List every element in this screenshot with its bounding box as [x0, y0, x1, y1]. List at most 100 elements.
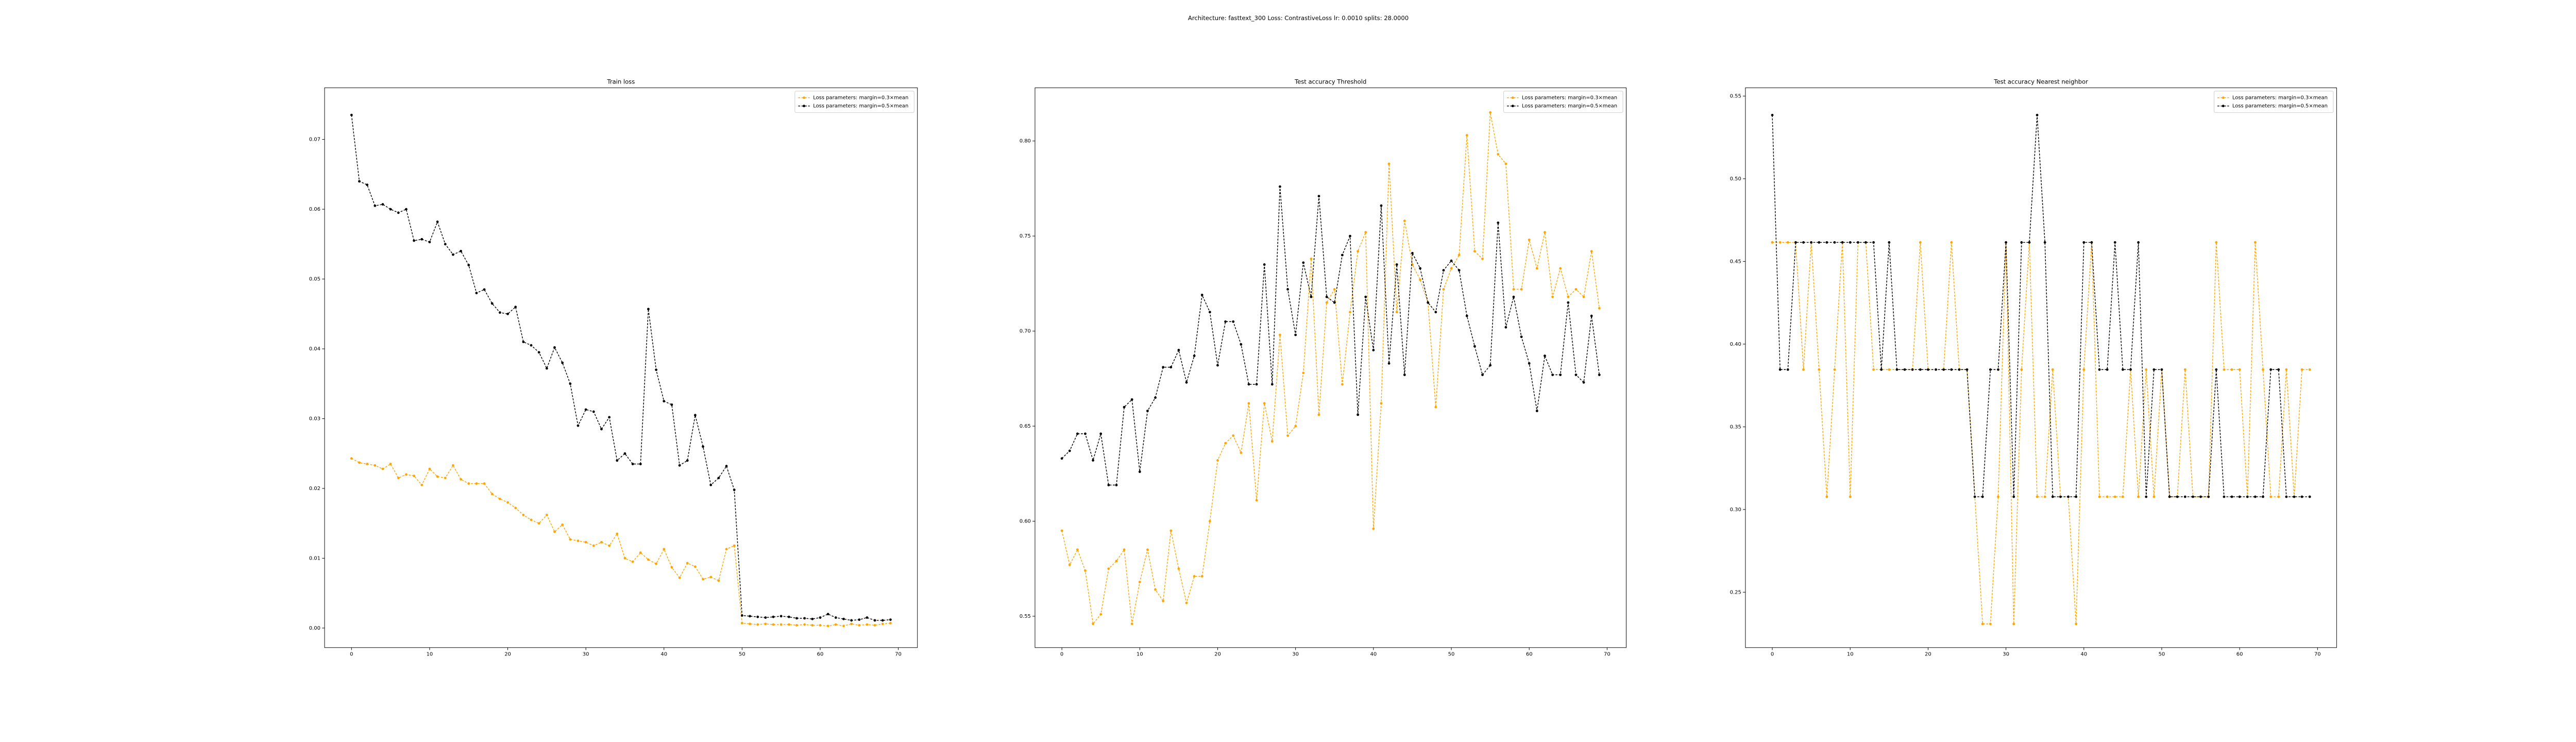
point [1123, 406, 1126, 409]
point [2168, 495, 2171, 498]
x-tick-label: 30 [2003, 652, 2009, 657]
point [1240, 343, 1243, 346]
legend-label: Loss parameters: margin=0.5×mean [1522, 104, 1617, 109]
point [693, 565, 697, 568]
point [1357, 413, 1360, 416]
point [1544, 355, 1546, 357]
point [1771, 113, 1774, 116]
legend-marker [803, 96, 805, 99]
point [1200, 575, 1204, 578]
point [858, 624, 861, 627]
point [2269, 495, 2273, 498]
point [2308, 368, 2311, 371]
point [490, 302, 494, 305]
point [2137, 495, 2140, 498]
point [1802, 368, 1805, 371]
point [1504, 162, 1507, 165]
point [1138, 470, 1141, 473]
point [1489, 111, 1492, 114]
y-tick-label: 0.30 [1730, 507, 1741, 513]
point [1372, 349, 1375, 351]
legend-box [2214, 91, 2334, 113]
point [506, 501, 509, 504]
point [592, 544, 595, 547]
point [1567, 301, 1570, 304]
x-tick-label: 30 [1292, 652, 1299, 657]
point [1364, 231, 1367, 234]
legend-label: Loss parameters: margin=0.5×mean [2232, 104, 2328, 109]
point [405, 208, 408, 211]
point [787, 623, 790, 626]
point [1263, 263, 1266, 266]
point [1310, 295, 1313, 298]
point [2129, 368, 2132, 371]
plot-area [1035, 87, 1626, 648]
point [475, 482, 478, 485]
point [1372, 527, 1375, 530]
point [2106, 368, 2109, 371]
x-tick-label: 40 [1370, 652, 1377, 657]
point [1590, 314, 1593, 317]
point [1154, 396, 1157, 399]
point [1162, 599, 1165, 602]
point [1302, 261, 1305, 264]
point [569, 538, 572, 541]
point [826, 625, 829, 628]
point [561, 523, 564, 526]
point [1240, 451, 1243, 454]
point [1473, 250, 1476, 253]
point [1465, 314, 1468, 317]
point [1060, 529, 1063, 532]
point [2153, 495, 2156, 498]
point [498, 497, 501, 500]
point [1333, 288, 1336, 291]
point [350, 457, 353, 460]
point [756, 615, 759, 618]
point [866, 616, 869, 619]
point [2308, 495, 2311, 498]
point [1504, 326, 1507, 329]
point [1544, 231, 1546, 234]
point [1317, 195, 1320, 198]
point [1567, 295, 1570, 298]
point [889, 618, 892, 621]
point [1076, 548, 1079, 551]
point [577, 539, 580, 542]
chart-title: Test accuracy Threshold [1294, 78, 1366, 86]
point [850, 619, 853, 622]
series-line [1061, 112, 1600, 625]
point [1123, 548, 1126, 551]
point [1341, 254, 1344, 257]
x-tick-label: 40 [2080, 652, 2087, 657]
point [1512, 288, 1515, 291]
point [725, 548, 728, 551]
series-line [1061, 187, 1600, 486]
point [1395, 311, 1398, 314]
point [1419, 267, 1421, 270]
point [2207, 495, 2210, 498]
point [1099, 613, 1103, 616]
point [623, 556, 626, 560]
point [1232, 320, 1235, 323]
point [1107, 483, 1110, 486]
point [663, 548, 666, 551]
point [1208, 311, 1211, 314]
point [530, 344, 533, 347]
y-tick-label: 0.25 [1730, 589, 1741, 595]
point [1247, 383, 1250, 386]
series-line [1772, 115, 2310, 497]
y-tick-label: 0.60 [1020, 518, 1031, 524]
point [1786, 241, 1789, 244]
point [577, 424, 580, 427]
point [1349, 311, 1351, 314]
point [1146, 548, 1149, 551]
point [584, 408, 587, 411]
point [1778, 241, 1782, 244]
point [553, 530, 556, 533]
x-tick-label: 0 [1060, 652, 1063, 657]
point [1224, 442, 1227, 445]
point [717, 579, 720, 582]
series-line [351, 458, 891, 627]
point [1919, 368, 1922, 371]
x-tick-label: 10 [1847, 652, 1854, 657]
